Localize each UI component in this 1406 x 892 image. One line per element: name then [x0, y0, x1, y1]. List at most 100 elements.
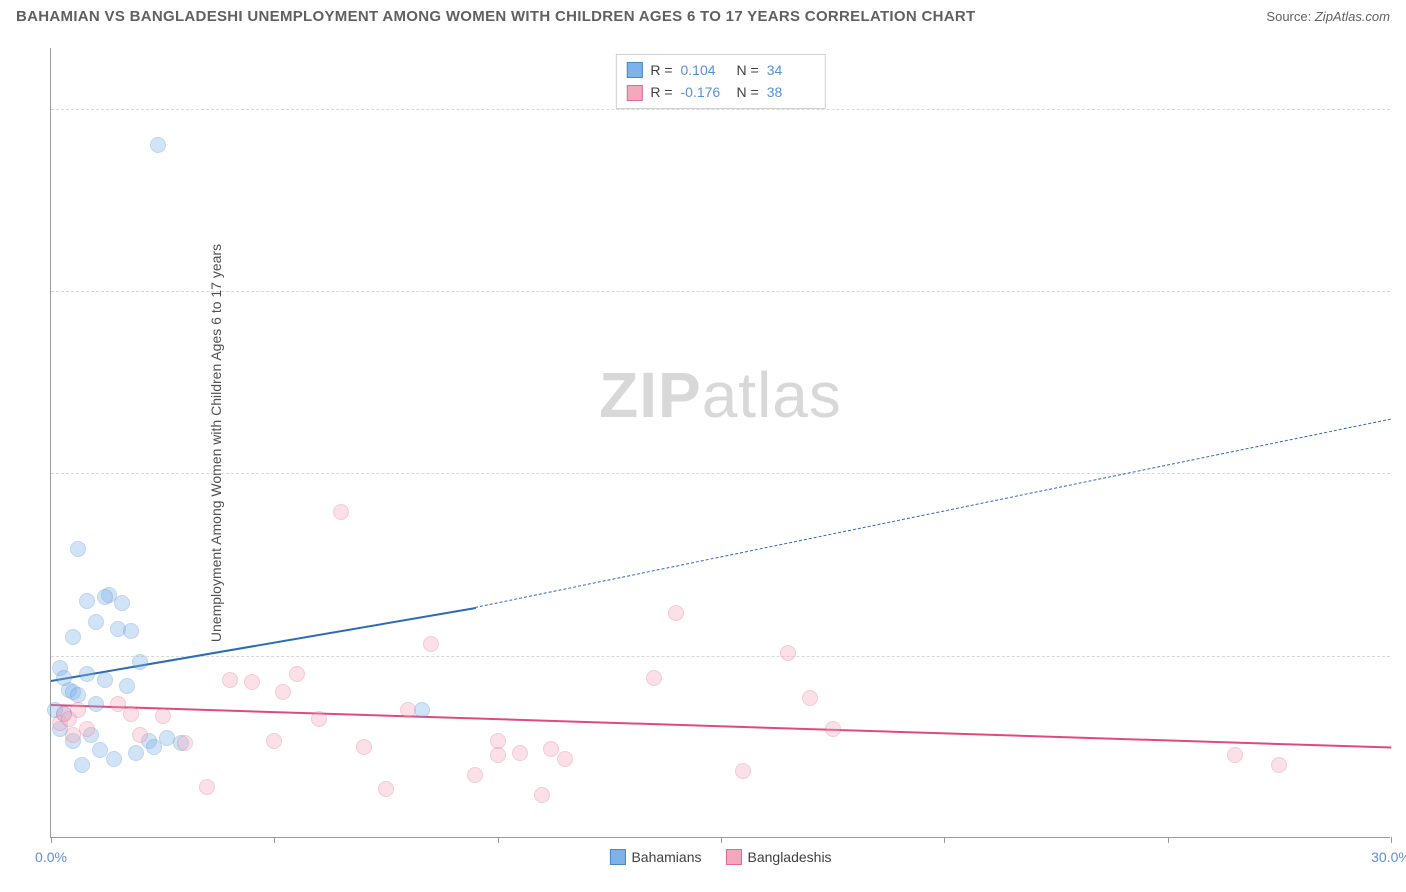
series-swatch-icon	[626, 62, 642, 78]
data-point	[114, 595, 130, 611]
data-point	[79, 721, 95, 737]
data-point	[70, 702, 86, 718]
x-tick	[51, 837, 52, 843]
n-label: N =	[737, 59, 759, 81]
trend-line	[51, 607, 476, 682]
data-point	[668, 605, 684, 621]
source-value: ZipAtlas.com	[1315, 9, 1390, 24]
data-point	[97, 589, 113, 605]
x-tick	[721, 837, 722, 843]
correlation-stats-box: R = 0.104 N = 34 R = -0.176 N = 38	[615, 54, 825, 109]
data-point	[128, 745, 144, 761]
data-point	[199, 779, 215, 795]
y-tick-label: 60.0%	[1395, 101, 1406, 117]
data-point	[79, 666, 95, 682]
x-tick-label: 30.0%	[1371, 849, 1406, 865]
data-point	[467, 767, 483, 783]
data-point	[88, 696, 104, 712]
data-point	[275, 684, 291, 700]
grid-line	[51, 291, 1390, 292]
data-point	[88, 614, 104, 630]
data-point	[1227, 747, 1243, 763]
data-point	[132, 727, 148, 743]
y-tick-label: 45.0%	[1395, 283, 1406, 299]
trend-line	[51, 704, 1391, 749]
chart-title: BAHAMIAN VS BANGLADESHI UNEMPLOYMENT AMO…	[16, 8, 975, 25]
data-point	[97, 672, 113, 688]
title-bar: BAHAMIAN VS BANGLADESHI UNEMPLOYMENT AMO…	[0, 0, 1406, 29]
data-point	[490, 733, 506, 749]
x-tick	[944, 837, 945, 843]
n-value: 34	[767, 59, 815, 81]
data-point	[119, 678, 135, 694]
series-swatch-icon	[725, 849, 741, 865]
source-attribution: Source: ZipAtlas.com	[1266, 9, 1390, 24]
watermark-bold: ZIP	[599, 359, 702, 431]
data-point	[1271, 757, 1287, 773]
data-point	[780, 645, 796, 661]
data-point	[155, 708, 171, 724]
x-tick	[274, 837, 275, 843]
series-swatch-icon	[626, 85, 642, 101]
data-point	[646, 670, 662, 686]
data-point	[266, 733, 282, 749]
legend-label: Bahamians	[631, 849, 701, 865]
data-point	[106, 751, 122, 767]
data-point	[423, 636, 439, 652]
y-axis-label: Unemployment Among Women with Children A…	[208, 243, 224, 641]
data-point	[244, 674, 260, 690]
x-tick	[498, 837, 499, 843]
n-label: N =	[737, 81, 759, 103]
data-point	[123, 623, 139, 639]
stats-row: R = 0.104 N = 34	[626, 59, 814, 81]
grid-line	[51, 473, 1390, 474]
data-point	[512, 745, 528, 761]
data-point	[378, 781, 394, 797]
data-point	[735, 763, 751, 779]
y-tick-label: 30.0%	[1395, 465, 1406, 481]
chart-plot-area: Unemployment Among Women with Children A…	[50, 48, 1390, 838]
data-point	[825, 721, 841, 737]
stats-row: R = -0.176 N = 38	[626, 81, 814, 103]
data-point	[557, 751, 573, 767]
data-point	[70, 687, 86, 703]
data-point	[222, 672, 238, 688]
data-point	[289, 666, 305, 682]
r-label: R =	[650, 59, 672, 81]
data-point	[74, 757, 90, 773]
data-point	[356, 739, 372, 755]
r-value: 0.104	[681, 59, 729, 81]
data-point	[132, 654, 148, 670]
trend-line	[475, 419, 1391, 608]
data-point	[150, 137, 166, 153]
data-point	[333, 504, 349, 520]
legend-item: Bahamians	[609, 849, 701, 865]
data-point	[79, 593, 95, 609]
x-tick-label: 0.0%	[35, 849, 67, 865]
source-label: Source:	[1266, 9, 1311, 24]
r-label: R =	[650, 81, 672, 103]
data-point	[311, 711, 327, 727]
series-swatch-icon	[609, 849, 625, 865]
data-point	[490, 747, 506, 763]
data-point	[70, 541, 86, 557]
grid-line	[51, 109, 1390, 110]
data-point	[177, 735, 193, 751]
grid-line	[51, 656, 1390, 657]
watermark: ZIPatlas	[599, 358, 842, 432]
r-value: -0.176	[681, 81, 729, 103]
data-point	[534, 787, 550, 803]
x-tick	[1168, 837, 1169, 843]
data-point	[123, 706, 139, 722]
y-tick-label: 15.0%	[1395, 648, 1406, 664]
legend-item: Bangladeshis	[725, 849, 831, 865]
legend-label: Bangladeshis	[747, 849, 831, 865]
n-value: 38	[767, 81, 815, 103]
data-point	[65, 629, 81, 645]
x-tick	[1391, 837, 1392, 843]
legend: Bahamians Bangladeshis	[609, 849, 831, 865]
data-point	[802, 690, 818, 706]
watermark-light: atlas	[702, 359, 842, 431]
data-point	[56, 670, 72, 686]
data-point	[400, 702, 416, 718]
